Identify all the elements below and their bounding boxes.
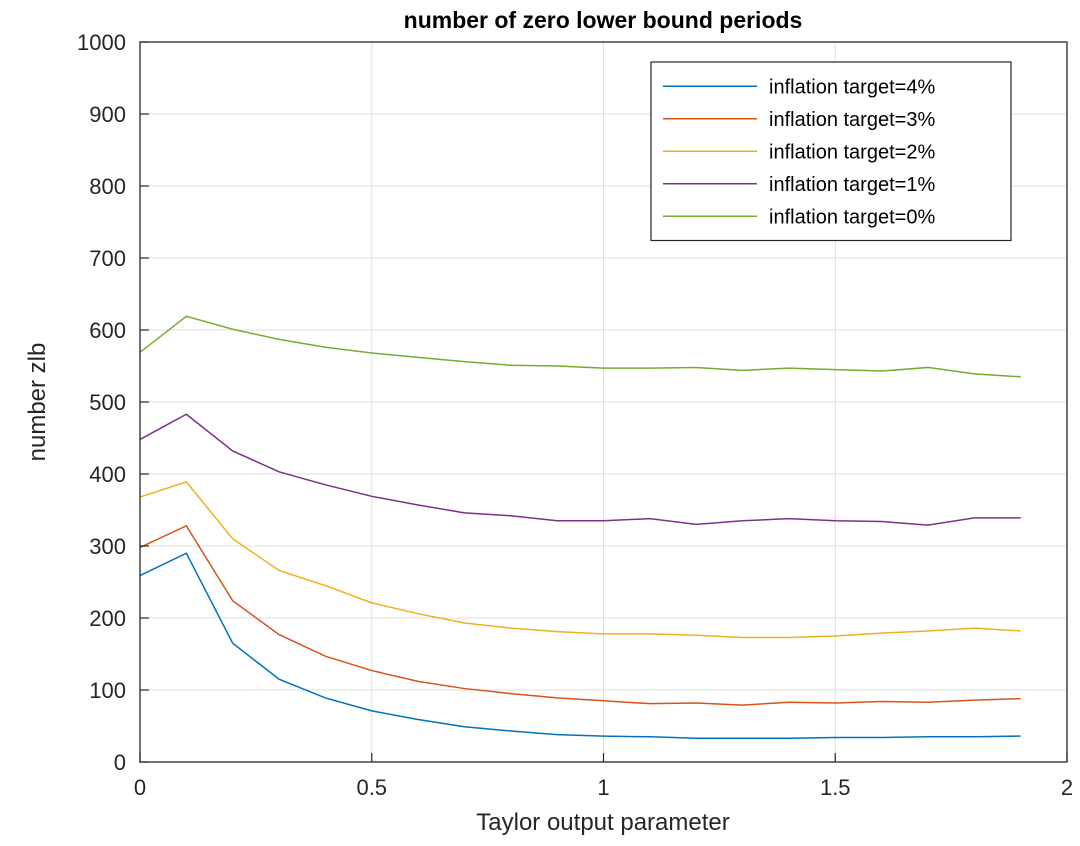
y-tick-label: 700 [89, 246, 126, 271]
series-lines [139, 315, 1021, 739]
y-tick-label: 800 [89, 174, 126, 199]
series-line [139, 481, 1021, 639]
legend-label: inflation target=4% [769, 76, 935, 98]
y-tick-label: 400 [89, 462, 126, 487]
series-line [139, 552, 1021, 739]
y-tick-label: 500 [89, 390, 126, 415]
chart-title: number of zero lower bound periods [404, 7, 803, 33]
y-tick-label: 100 [89, 678, 126, 703]
y-tick-label: 0 [114, 750, 126, 775]
legend-label: inflation target=0% [769, 206, 935, 228]
legend-label: inflation target=1% [769, 174, 935, 196]
x-tick-label: 2 [1061, 775, 1073, 800]
y-tick-label: 900 [89, 102, 126, 127]
x-tick-labels: 0 0.5 1 1.5 2 [134, 753, 1073, 800]
y-axis-label: number zlb [24, 343, 51, 462]
y-tick-label: 600 [89, 318, 126, 343]
x-tick-label: 0 [134, 775, 146, 800]
y-tick-label: 200 [89, 606, 126, 631]
series-line [139, 413, 1021, 526]
series-line [139, 524, 1021, 706]
x-axis-label: Taylor output parameter [476, 809, 729, 836]
series-line [139, 315, 1021, 378]
x-tick-label: 1.5 [820, 775, 851, 800]
y-tick-label: 300 [89, 534, 126, 559]
y-tick-labels: 0 100 200 300 400 500 600 700 800 900 1000 [77, 30, 149, 775]
legend-label: inflation target=2% [769, 141, 935, 163]
legend: inflation target=4% inflation target=3% in… [650, 61, 1012, 242]
x-tick-label: 1 [597, 775, 609, 800]
x-tick-label: 0.5 [356, 775, 387, 800]
legend-label: inflation target=3% [769, 109, 935, 131]
y-tick-label: 1000 [77, 30, 126, 55]
